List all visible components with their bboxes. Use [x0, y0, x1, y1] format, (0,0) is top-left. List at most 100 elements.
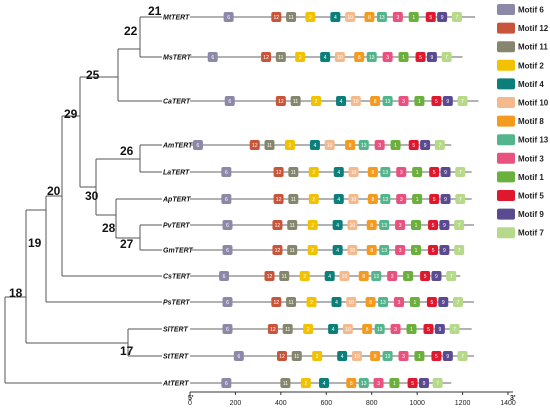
motif-1-box — [406, 324, 417, 334]
motif-box: 12 — [273, 167, 284, 177]
motif-number: 2 — [312, 170, 315, 176]
motif-number: 2 — [312, 197, 315, 203]
motif-number: 1 — [407, 274, 410, 280]
motif-2-box — [308, 167, 319, 177]
motif-number: 9 — [431, 55, 434, 61]
motif-11-box — [286, 297, 297, 307]
motif-box: 7 — [454, 220, 465, 230]
motif-box: 4 — [331, 297, 342, 307]
motif-6-box — [221, 194, 232, 204]
motif-box: 9 — [440, 167, 451, 177]
motif-number: 8 — [366, 327, 369, 333]
motif-1-box — [414, 351, 425, 361]
legend-label: Motif 7 — [518, 229, 544, 238]
motif-box: 4 — [320, 52, 331, 62]
length-axis: 0 200 400 600 800 1000 1200 1400 5' 3' — [188, 391, 516, 407]
motif-1-box — [390, 140, 401, 150]
motif-number: 1 — [418, 99, 421, 105]
tick-label: 600 — [320, 400, 332, 407]
motif-box: 9 — [418, 378, 429, 388]
gene-label: CsTERT — [163, 274, 191, 281]
motif-box: 7 — [453, 297, 464, 307]
motif-number: 13 — [383, 197, 389, 203]
motif-8-box — [367, 167, 378, 177]
motif-number: 1 — [415, 223, 418, 229]
motif-number: 3 — [377, 381, 380, 387]
motif-box: 4 — [333, 167, 344, 177]
legend-swatch — [497, 115, 515, 127]
motif-number: 11 — [288, 300, 293, 306]
motif-box: 11 — [287, 220, 298, 230]
motif-box: 1 — [414, 351, 425, 361]
motif-number: 11 — [282, 274, 287, 280]
legend-swatch — [497, 152, 515, 164]
motif-8-box — [362, 324, 373, 334]
motif-box: 6 — [222, 220, 233, 230]
motif-box: 4 — [330, 12, 341, 22]
motif-2-box — [284, 140, 295, 150]
motif-box: 10 — [347, 245, 358, 255]
legend-item: Motif 1 — [497, 171, 544, 183]
motif-box: 8 — [354, 52, 365, 62]
motif-number: 10 — [347, 15, 353, 21]
motif-box: 9 — [440, 194, 451, 204]
motif-number: 7 — [458, 223, 461, 229]
motif-number: 6 — [226, 300, 229, 306]
motif-number: 13 — [379, 15, 385, 21]
legend-label: Motif 4 — [518, 80, 544, 89]
tick-label: 400 — [275, 400, 287, 407]
motif-number: 7 — [438, 143, 441, 149]
motif-number: 2 — [311, 248, 314, 254]
motif-3-box — [374, 140, 385, 150]
motif-box: 9 — [426, 52, 437, 62]
motif-box: 7 — [446, 271, 457, 281]
legend-swatch — [497, 190, 515, 201]
motif-11-box — [282, 324, 293, 334]
motif-box: 4 — [336, 96, 347, 106]
axis-end-label: 3' — [510, 395, 516, 402]
motif-2-box — [307, 245, 318, 255]
gene-label: MtTERT — [163, 15, 190, 22]
gene-track: MtTERT 6 12 11 2 4 10 8 13 3 1 5 9 7 — [163, 12, 476, 22]
motif-12-box — [271, 297, 282, 307]
motif-box: 9 — [439, 220, 450, 230]
motif-number: 5 — [419, 55, 422, 61]
motif-number: 6 — [225, 197, 228, 203]
motif-5-box — [431, 351, 442, 361]
motif-11-box — [291, 351, 302, 361]
motif-1-box — [398, 52, 409, 62]
motif-box: 6 — [223, 12, 234, 22]
motif-number: 2 — [309, 15, 312, 21]
motif-4-box — [333, 194, 344, 204]
motif-box: 7 — [451, 12, 462, 22]
motif-1-box — [414, 96, 425, 106]
motif-number: 11 — [290, 223, 295, 229]
motif-box: 8 — [364, 12, 375, 22]
motif-number: 9 — [442, 300, 445, 306]
motif-number: 4 — [324, 55, 327, 61]
gene-label: GmTERT — [163, 248, 194, 255]
motif-number: 2 — [289, 143, 292, 149]
motif-number: 12 — [274, 300, 280, 306]
motif-box: 12 — [249, 140, 260, 150]
motif-box: 7 — [454, 245, 465, 255]
motif-box: 7 — [432, 378, 443, 388]
legend-swatch — [497, 134, 515, 146]
motif-4-box — [324, 271, 335, 281]
tree-node-labels: 21 22 25 29 26 30 28 27 20 19 18 17 — [9, 4, 162, 358]
motif-box: 11 — [288, 167, 299, 177]
motif-2-box — [312, 351, 323, 361]
motif-9-box — [442, 351, 453, 361]
motif-box: 2 — [295, 52, 306, 62]
gene-track: SlTERT 6 12 11 2 4 10 8 13 3 1 5 9 7 — [163, 324, 472, 334]
motif-6-box — [223, 12, 234, 22]
motif-box: 2 — [300, 378, 311, 388]
motif-box: 10 — [348, 167, 359, 177]
motif-box: 8 — [346, 378, 357, 388]
motif-box: 6 — [233, 351, 244, 361]
motif-number: 12 — [252, 143, 258, 149]
motif-number: 9 — [435, 274, 438, 280]
motif-7-box — [451, 12, 462, 22]
motif-box: 3 — [387, 271, 398, 281]
